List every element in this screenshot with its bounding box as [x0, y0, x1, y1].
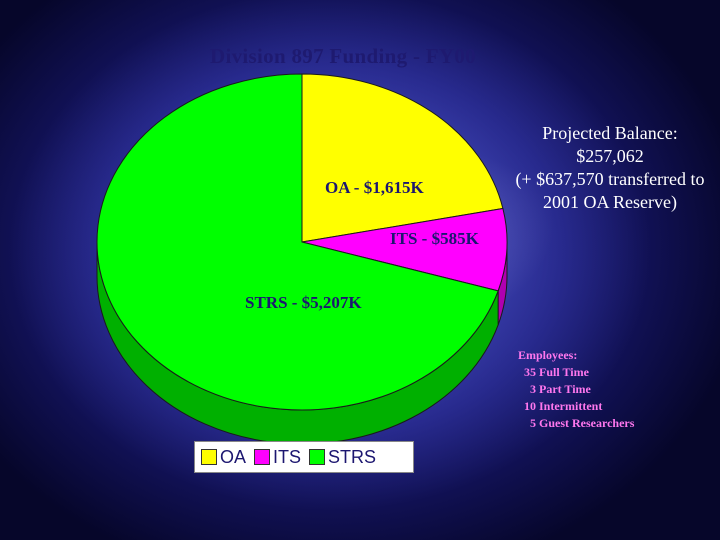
legend-label: ITS: [273, 446, 302, 467]
employees-note: Employees: 35 Full Time 3 Part Time 10 I…: [518, 347, 718, 432]
legend-item-oa: OA: [201, 447, 246, 468]
legend-item-its: ITS: [254, 447, 301, 468]
chart-title: Division 897 Funding - FY00: [210, 44, 476, 68]
projected-balance-note: Projected Balance: $257,062 (+ $637,570 …: [500, 122, 720, 214]
balance-line: Projected Balance:: [542, 123, 678, 143]
chart-legend: OA ITS STRS: [194, 441, 414, 473]
legend-label: STRS: [328, 446, 377, 467]
pie-slice-strs: [96, 73, 499, 411]
pie-slice-its: [301, 207, 508, 292]
employees-line: 10 Intermittent: [518, 399, 603, 413]
employees-line: 5 Guest Researchers: [518, 416, 635, 430]
slice-label-oa: OA - $1,615K: [325, 178, 424, 197]
balance-line: 2001 OA Reserve): [543, 192, 677, 212]
employees-line: Employees:: [518, 348, 578, 362]
balance-line: (+ $637,570 transferred to: [515, 169, 705, 189]
balance-line: $257,062: [576, 146, 644, 166]
slice-label-strs: STRS - $5,207K: [245, 293, 362, 312]
employees-line: 35 Full Time: [518, 365, 589, 379]
legend-swatch: [254, 449, 271, 465]
legend-swatch: [309, 449, 326, 465]
slice-label-its: ITS - $585K: [390, 229, 480, 248]
legend-swatch: [201, 449, 217, 465]
legend-label: OA: [220, 446, 247, 467]
legend-item-strs: STRS: [309, 447, 376, 468]
employees-line: 3 Part Time: [518, 382, 591, 396]
pie-slice-oa: [301, 73, 504, 243]
